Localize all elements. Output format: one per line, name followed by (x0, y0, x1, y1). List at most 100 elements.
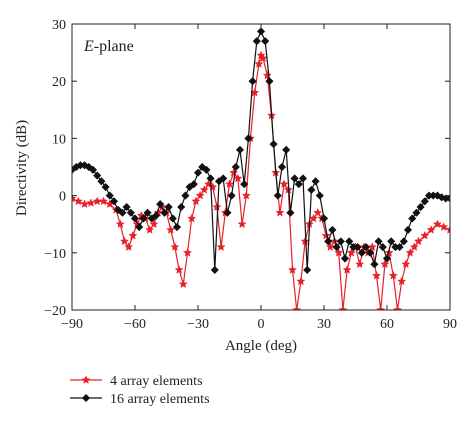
series-1-point (313, 208, 323, 217)
legend: 4 array elements 16 array elements (70, 374, 210, 407)
series-1-point (73, 196, 83, 206)
series-2-point (118, 208, 127, 217)
y-tick-label: 30 (52, 18, 66, 33)
series-2-point (345, 237, 354, 246)
series-2-point (311, 177, 320, 186)
series-1-point (414, 236, 423, 246)
series-1-point (334, 248, 344, 257)
series-1-point (191, 196, 201, 206)
series-1 (72, 50, 450, 310)
plane-annotation-suffix: -plane (94, 38, 134, 55)
series-1-point (170, 242, 180, 251)
series-2-point (248, 77, 257, 86)
series-2-point (219, 174, 228, 183)
series-2-point (105, 191, 114, 200)
series-1-point (296, 276, 306, 286)
series-2-point (395, 242, 404, 252)
series-2-point (101, 182, 110, 192)
series-1-point (225, 179, 234, 188)
series-1-point (376, 305, 386, 310)
series-2-point (366, 248, 375, 257)
plane-annotation-prefix: E (83, 38, 94, 55)
series-1-point (445, 225, 450, 234)
series-1-point (237, 219, 247, 229)
legend-label: 16 array elements (110, 392, 210, 407)
series-2-point (235, 145, 245, 154)
series-2-point (408, 214, 417, 223)
series-2-point (353, 242, 362, 252)
series-2-point (135, 222, 144, 232)
series-1-point (397, 276, 407, 286)
series-1-point (254, 59, 264, 68)
series-2-point (202, 165, 211, 175)
series-2-point (370, 260, 379, 269)
series-2-point (114, 205, 123, 215)
series-1-point (388, 270, 398, 280)
series-1-point (292, 305, 302, 310)
series-1-point (420, 230, 430, 240)
series-2-point (340, 254, 350, 263)
series-2-point (307, 185, 316, 195)
series-1-point (439, 222, 449, 231)
x-tick-label: −30 (187, 317, 209, 332)
series-1-point (409, 242, 419, 251)
series-1-point (338, 305, 348, 310)
y-tick-label: −20 (44, 304, 66, 319)
series-1-point (321, 230, 331, 240)
series-2-point (336, 237, 345, 246)
series-2-point (387, 237, 396, 246)
series-1-point (258, 53, 268, 63)
series-2-point (193, 168, 203, 177)
series-2-point (172, 222, 182, 232)
series-1-point (199, 185, 209, 194)
series-2-point (361, 242, 371, 252)
series-2-point (244, 134, 253, 143)
series-2-point (399, 237, 408, 246)
series-2-point (231, 162, 240, 172)
series-2-point (328, 225, 337, 235)
series-2-point (143, 208, 152, 217)
series-2-point (181, 191, 190, 200)
series-2-point (403, 225, 413, 235)
series-2-point (156, 200, 165, 209)
series-2-point (139, 214, 148, 223)
series-2-point (445, 194, 450, 203)
series-1-point (80, 199, 90, 209)
series-2-point (420, 197, 429, 206)
series-2-point (378, 242, 387, 252)
x-tick-label: −60 (124, 317, 146, 332)
series-1-point (72, 193, 77, 203)
legend-marker (81, 375, 91, 384)
x-tick-label: 0 (258, 317, 265, 332)
series-2-point (357, 248, 366, 257)
series-2-point (227, 191, 236, 200)
series-2-point (97, 177, 106, 186)
series-2-point (80, 161, 89, 170)
series-2-point (210, 265, 219, 275)
series-1-point (86, 198, 96, 207)
series-1-point (426, 225, 436, 234)
series-1-point (178, 279, 188, 289)
y-tick-label: −10 (44, 247, 66, 262)
series-2-point (240, 180, 249, 189)
legend-label: 4 array elements (110, 374, 203, 389)
series-1-point (342, 265, 352, 274)
series-2-point (290, 174, 299, 183)
series-2-point (189, 180, 198, 189)
series-1-point (145, 225, 155, 234)
series-2-point (286, 208, 295, 217)
series-1-point (380, 259, 390, 269)
series-2-point (416, 202, 425, 212)
series-1-point (300, 236, 310, 246)
series-1-point (393, 305, 402, 310)
series-1-point (288, 265, 297, 274)
series-1-point (216, 242, 226, 251)
series-1-point (325, 242, 335, 251)
series-2-point (177, 202, 186, 212)
series-2-point (151, 211, 161, 220)
series-1-point (355, 259, 365, 269)
y-tick-label: 0 (59, 190, 66, 205)
series-1-point (166, 225, 176, 234)
series-2-point (324, 237, 333, 246)
